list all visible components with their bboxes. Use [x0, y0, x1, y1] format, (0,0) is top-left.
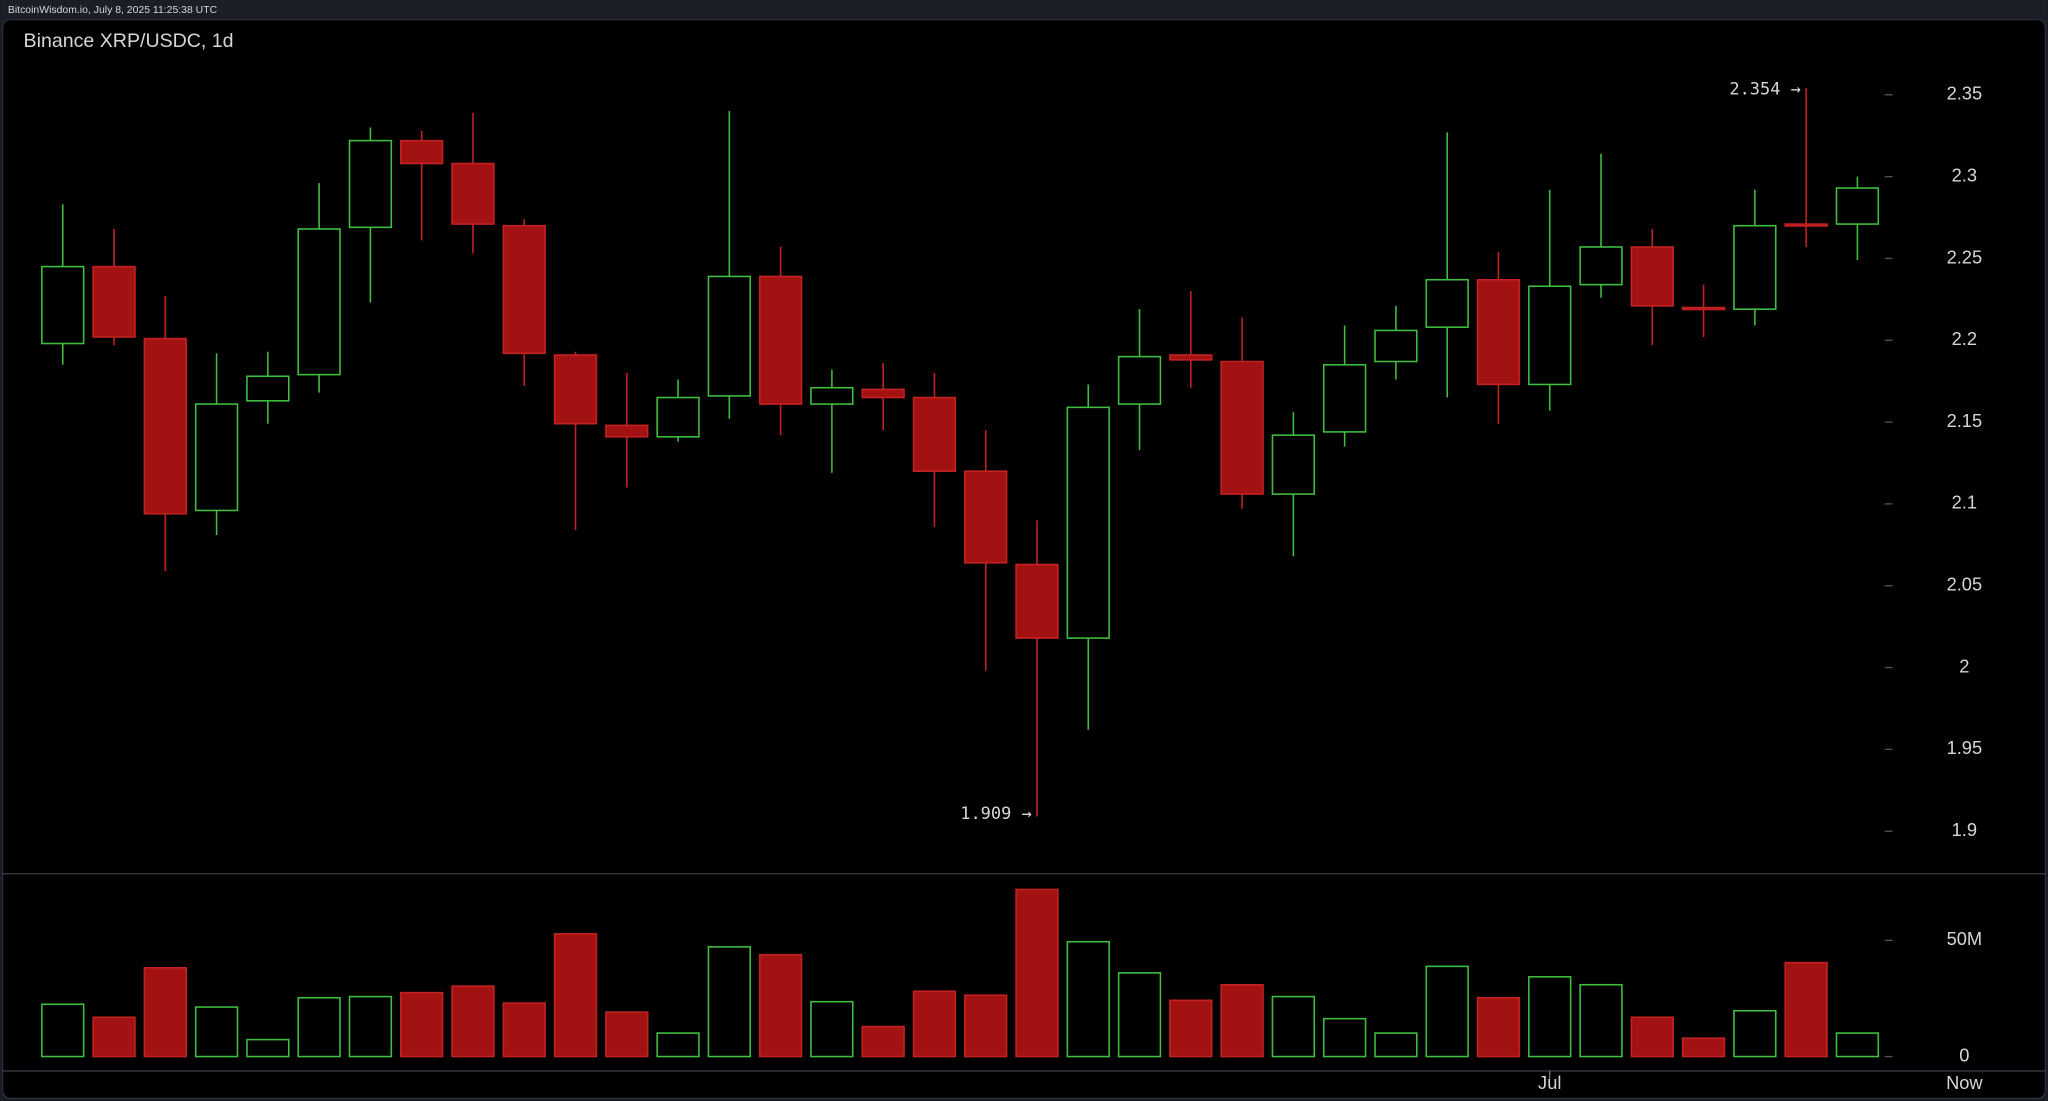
now-label: Now — [1946, 1072, 1983, 1093]
volume-bar — [1117, 972, 1162, 1058]
volume-tick-label: 0 — [1959, 1044, 1969, 1065]
volume-bar — [1681, 1037, 1726, 1058]
volume-bar — [348, 995, 393, 1058]
volume-bar — [1528, 976, 1572, 1058]
candle-body — [912, 396, 957, 472]
volume-bar — [1630, 1016, 1674, 1058]
candle-body — [861, 388, 905, 399]
candle-body — [41, 265, 85, 345]
candle-body — [399, 139, 444, 165]
candle-body — [605, 424, 649, 438]
volume-bar — [1169, 999, 1213, 1058]
candle-body — [451, 162, 495, 225]
volume-bar — [1784, 961, 1828, 1058]
y-tick-label: 2.25 — [1947, 246, 1983, 267]
candle-body — [707, 275, 752, 397]
y-tick-label: 1.9 — [1952, 819, 1977, 840]
volume-bar — [1579, 983, 1623, 1058]
candle-body — [194, 403, 239, 512]
price-annotation: 2.354 → — [1729, 80, 1801, 100]
y-tick-label: 2.2 — [1952, 328, 1977, 349]
candle-body — [758, 275, 803, 405]
volume-bar — [1374, 1032, 1418, 1058]
header-text: BitcoinWisdom.io, July 8, 2025 11:25:38 … — [8, 5, 218, 16]
chart-title: Binance XRP/USDC, 1d — [24, 30, 234, 52]
candle-body — [810, 386, 854, 405]
candle-body — [297, 228, 341, 376]
candle-body — [1579, 246, 1623, 286]
y-tick-label: 2.05 — [1947, 574, 1983, 595]
candle-body — [143, 337, 187, 515]
candle-body — [1784, 223, 1828, 227]
volume-bar — [861, 1025, 905, 1058]
volume-bar — [1322, 1017, 1367, 1058]
volume-bar — [964, 994, 1008, 1058]
candle-body — [1271, 434, 1316, 495]
volume-bar — [912, 990, 957, 1058]
candle-body — [1169, 354, 1213, 361]
volume-bar — [194, 1006, 239, 1058]
volume-bar — [1015, 888, 1059, 1058]
volume-bar — [1220, 983, 1264, 1058]
volume-bar — [605, 1011, 649, 1058]
candle-body — [1681, 306, 1726, 311]
volume-bar — [810, 1000, 854, 1058]
volume-bar — [656, 1032, 700, 1058]
volume-bar — [92, 1016, 136, 1058]
y-tick-label: 1.95 — [1947, 737, 1983, 758]
candle-body — [502, 224, 546, 355]
candle-body — [1220, 360, 1264, 495]
volume-bar — [758, 953, 803, 1058]
candle-body — [1425, 278, 1469, 328]
volume-bar — [707, 946, 752, 1058]
volume-tick-label: 50M — [1947, 928, 1983, 949]
volume-bar — [553, 933, 598, 1058]
volume-bar — [297, 996, 341, 1058]
candle-body — [1322, 364, 1367, 433]
y-tick-label: 2 — [1959, 655, 1969, 676]
candle-body — [1835, 187, 1880, 225]
y-tick-label: 2.1 — [1952, 492, 1977, 513]
y-tick-label: 2.3 — [1952, 164, 1977, 185]
candle-body — [1476, 278, 1521, 386]
y-tick-label: 2.15 — [1947, 410, 1983, 431]
candle-body — [1117, 355, 1162, 405]
candle-body — [92, 265, 136, 338]
volume-bar — [1733, 1009, 1777, 1058]
price-annotation: 1.909 → — [960, 804, 1032, 824]
volume-bar — [451, 985, 495, 1058]
candle-body — [1630, 246, 1674, 307]
candle-body — [1528, 285, 1572, 386]
volume-bar — [1066, 940, 1110, 1058]
volume-bar — [246, 1038, 290, 1058]
candle-body — [553, 354, 598, 425]
candle-body — [1374, 329, 1418, 363]
y-tick-label: 2.35 — [1947, 83, 1983, 104]
candle-body — [348, 139, 393, 229]
volume-bar — [502, 1002, 546, 1058]
candle-body — [246, 375, 290, 402]
candle-body — [1733, 224, 1777, 310]
volume-bar — [1835, 1032, 1880, 1058]
x-tick-label: Jul — [1538, 1072, 1561, 1093]
volume-bar — [143, 966, 187, 1058]
candle-body — [1066, 406, 1110, 639]
volume-bar — [1271, 995, 1316, 1058]
candle-body — [964, 470, 1008, 564]
volume-bar — [399, 991, 444, 1058]
volume-bar — [41, 1003, 85, 1058]
candle-body — [1015, 563, 1059, 639]
volume-bar — [1476, 996, 1521, 1058]
volume-bar — [1425, 965, 1469, 1058]
candle-body — [656, 396, 700, 438]
